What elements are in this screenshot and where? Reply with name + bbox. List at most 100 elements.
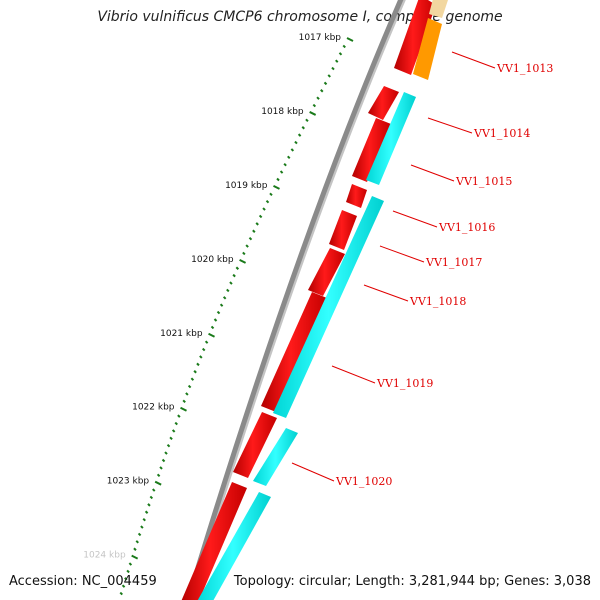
gene-leader-line (363, 284, 409, 302)
scale-minor-tick (287, 155, 291, 160)
scale-major-tick (309, 111, 317, 116)
forward-cds-track (181, 0, 436, 600)
scale-minor-tick (279, 170, 284, 174)
scale-minor-tick (133, 547, 137, 551)
scale-minor-tick (222, 296, 227, 300)
scale-minor-tick (226, 288, 230, 293)
scale-minor-tick (242, 251, 246, 256)
scale-minor-tick (174, 421, 178, 426)
cds-segment (329, 210, 357, 250)
gene-label: VV1_1019 (376, 377, 433, 390)
scale-label: 1019 kbp (225, 181, 268, 191)
scale-minor-tick (316, 96, 320, 100)
scale-minor-tick (265, 199, 270, 204)
scale-minor-tick (213, 318, 218, 322)
cds-segment (352, 118, 391, 182)
gene-leader-line (379, 245, 425, 263)
gene-label: VV1_1013 (496, 62, 553, 75)
scale-minor-tick (269, 192, 273, 196)
map-title: Vibrio vulnificus CMCP6 chromosome I, co… (97, 9, 503, 25)
gene-label-layer: VV1_1013 VV1_1014 VV1_1015 VV1_1016 VV1_1017… (291, 51, 553, 488)
cds-segment (308, 248, 345, 296)
scale-minor-tick (161, 458, 166, 463)
scale-minor-tick (342, 44, 346, 49)
rna-segment (197, 492, 271, 600)
scale-minor-tick (204, 340, 209, 344)
scale-minor-tick (301, 126, 305, 130)
scale-major-tick (131, 554, 139, 560)
reverse-cds-segment (429, 0, 448, 18)
scale-minor-tick (276, 177, 280, 182)
scale-layer: 1017 kbp 1018 kbp 1019 kbp 1020 kbp 1021 kbp… (83, 33, 354, 596)
scale-major-tick (239, 258, 247, 264)
gene-leader-line (331, 365, 376, 384)
scale-minor-tick (219, 303, 224, 307)
scale-minor-tick (210, 325, 215, 330)
scale-label: 1017 kbp (299, 33, 342, 43)
cds-segment (261, 292, 327, 412)
rna-segment (253, 428, 298, 486)
scale-minor-tick (235, 266, 240, 270)
gene-label: VV1_1018 (409, 295, 466, 308)
gene-label: VV1_1015 (455, 175, 512, 188)
gene-leader-line (451, 51, 496, 69)
scale-minor-tick (190, 377, 195, 381)
scale-minor-tick (164, 451, 168, 455)
scale-minor-tick (140, 525, 144, 529)
scale-label: 1024 kbp (83, 551, 126, 561)
scale-major-tick (180, 406, 187, 412)
scale-minor-tick (159, 466, 163, 470)
scale-minor-tick (137, 532, 142, 537)
scale-minor-tick (283, 163, 287, 167)
reverse-cds-segment (413, 18, 442, 80)
scale-minor-tick (294, 140, 298, 145)
gene-label: VV1_1016 (438, 221, 495, 234)
scale-minor-tick (327, 74, 331, 78)
scale-major-tick (346, 37, 354, 42)
scale-label: 1023 kbp (107, 477, 150, 487)
cds-segment (394, 0, 436, 75)
scale-minor-tick (252, 229, 256, 233)
scale-minor-tick (156, 473, 161, 477)
scale-minor-tick (135, 540, 139, 544)
scale-minor-tick (320, 89, 324, 93)
scale-label: 1021 kbp (160, 329, 203, 339)
scale-label: 1018 kbp (261, 107, 304, 117)
accession-text: Accession: NC_004459 (9, 574, 157, 589)
cds-segment (233, 412, 277, 478)
scale-minor-tick (142, 517, 146, 522)
scale-minor-tick (245, 244, 249, 248)
scale-minor-tick (147, 503, 151, 507)
rna-track (197, 92, 416, 600)
scale-minor-tick (128, 562, 133, 566)
scale-minor-tick (323, 81, 328, 86)
gene-leader-line (427, 117, 473, 134)
scale-minor-tick (171, 429, 176, 433)
scale-minor-tick (199, 355, 203, 359)
scale-minor-tick (229, 281, 233, 285)
scale-minor-tick (185, 392, 189, 396)
scale-minor-tick (312, 103, 317, 108)
rna-segment (366, 92, 416, 185)
scale-label: 1022 kbp (132, 403, 175, 413)
gene-leader-line (392, 210, 438, 228)
scale-label: 1020 kbp (191, 255, 234, 265)
scale-minor-tick (144, 510, 149, 514)
scale-minor-tick (262, 207, 266, 211)
scale-minor-tick (305, 118, 309, 123)
gene-label: VV1_1014 (473, 127, 530, 140)
scale-minor-tick (331, 66, 335, 71)
scale-minor-tick (335, 59, 339, 63)
gene-leader-line (291, 462, 335, 482)
scale-minor-tick (196, 362, 200, 367)
scale-minor-tick (290, 148, 295, 152)
scale-minor-tick (166, 444, 171, 448)
gene-label: VV1_1017 (425, 256, 482, 269)
backbone (185, 0, 404, 600)
scale-major-tick (154, 480, 162, 486)
scale-minor-tick (121, 584, 126, 588)
scale-minor-tick (201, 347, 206, 352)
scale-minor-tick (149, 495, 154, 500)
